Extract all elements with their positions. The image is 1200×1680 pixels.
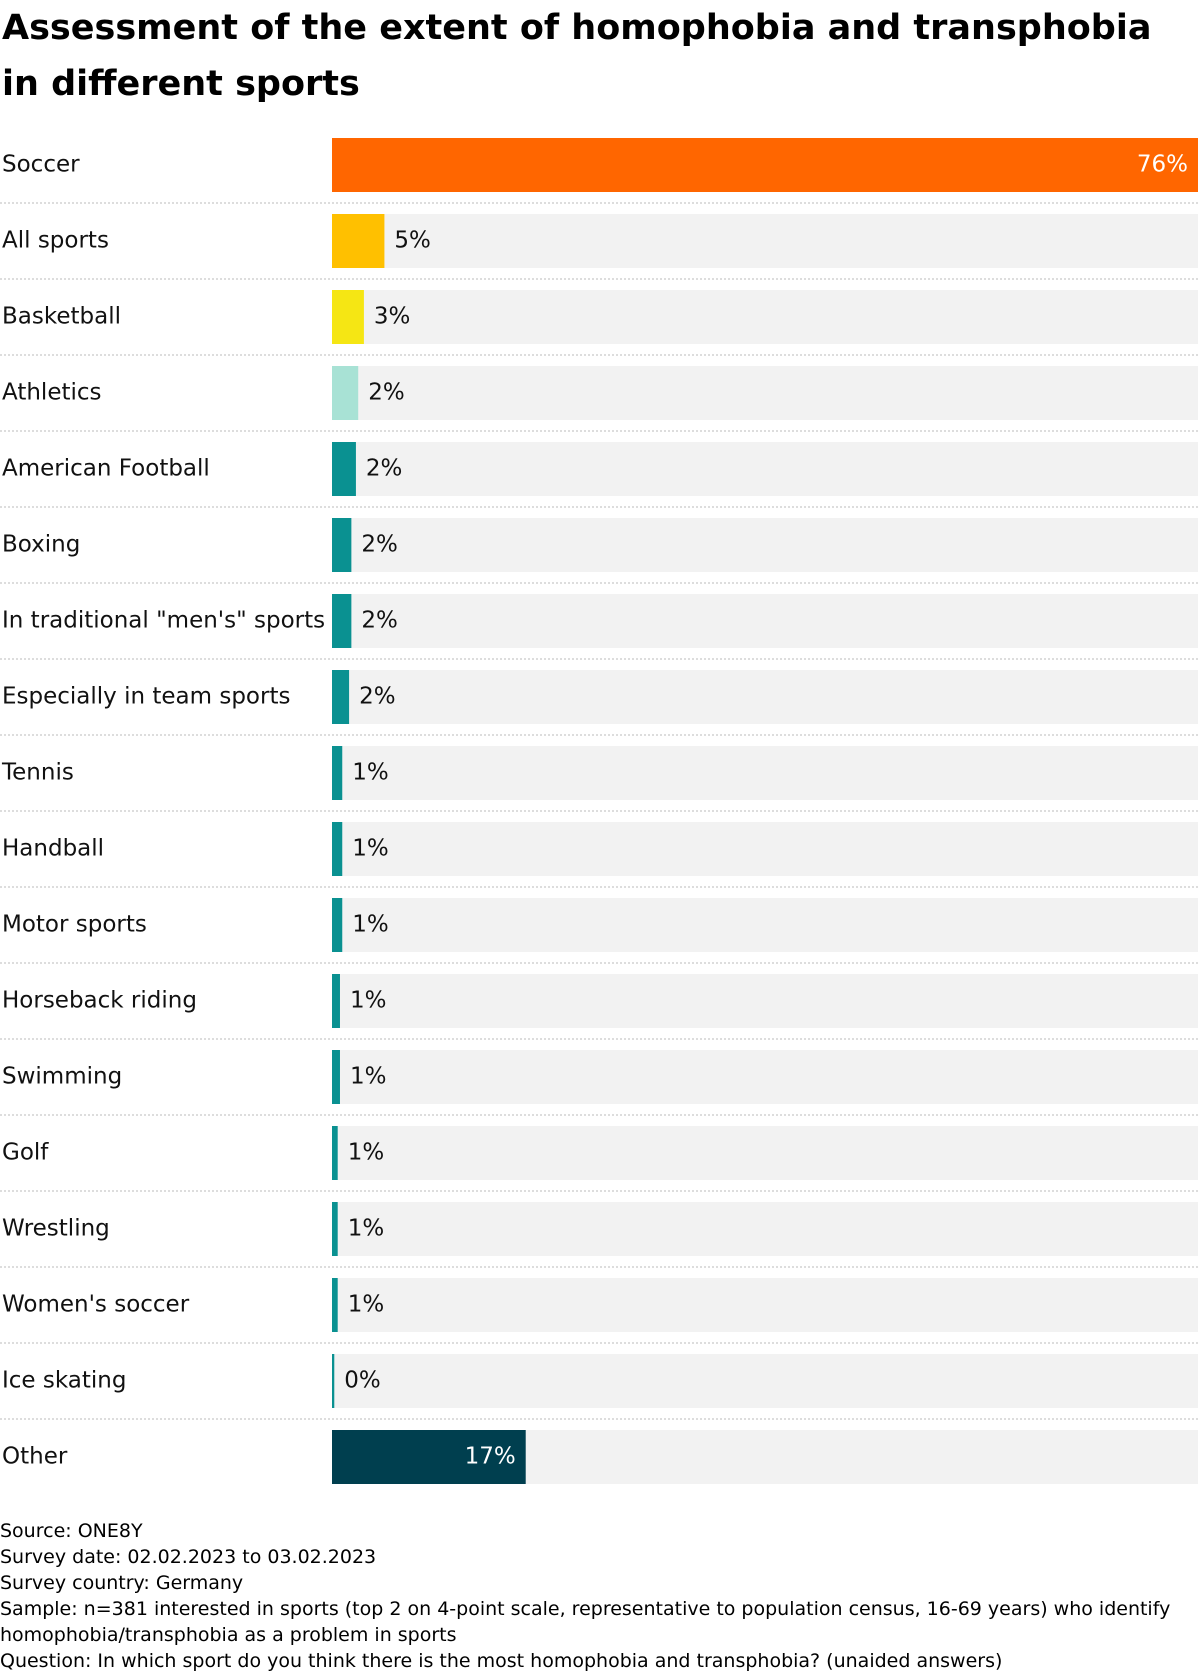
value-label: 1%	[352, 760, 389, 786]
category-label: Other	[2, 1444, 68, 1470]
value-label: 0%	[344, 1368, 381, 1394]
value-label: 17%	[465, 1444, 516, 1470]
bar	[332, 1430, 526, 1484]
note: Source: ONE8Y	[0, 1520, 143, 1542]
category-label: Horseback riding	[2, 988, 197, 1014]
category-label: Soccer	[2, 152, 80, 178]
bar-track	[332, 290, 1198, 344]
bar-track	[332, 366, 1198, 420]
value-label: 3%	[374, 304, 411, 330]
value-label: 2%	[361, 608, 398, 634]
category-label: Ice skating	[2, 1368, 126, 1394]
category-label: Women's soccer	[2, 1292, 190, 1318]
bar	[332, 898, 343, 952]
category-label: American Football	[2, 456, 210, 482]
category-label: Motor sports	[2, 912, 147, 938]
bar-track	[332, 594, 1198, 648]
value-label: 76%	[1137, 152, 1188, 178]
bar-track	[332, 1126, 1198, 1180]
value-label: 1%	[350, 988, 387, 1014]
category-label: All sports	[2, 228, 109, 254]
note: Survey date: 02.02.2023 to 03.02.2023	[0, 1546, 377, 1568]
chart-title: Assessment of the extent of homophobia a…	[2, 8, 1152, 104]
bar	[332, 1278, 338, 1332]
bar	[332, 746, 343, 800]
bar-track	[332, 974, 1198, 1028]
bar	[332, 1202, 338, 1256]
value-label: 1%	[350, 1064, 387, 1090]
bar-track	[332, 1278, 1198, 1332]
note: Survey country: Germany	[0, 1572, 244, 1594]
value-label: 1%	[348, 1292, 385, 1318]
value-label: 2%	[359, 684, 396, 710]
category-label: Wrestling	[2, 1216, 110, 1242]
bar	[332, 974, 340, 1028]
note: Sample: n=381 interested in sports (top …	[0, 1598, 1171, 1646]
bar-track	[332, 746, 1198, 800]
bar-track	[332, 822, 1198, 876]
bar-track	[332, 1050, 1198, 1104]
bar	[332, 670, 350, 724]
category-label: In traditional "men's" sports	[2, 608, 325, 634]
value-label: 1%	[348, 1216, 385, 1242]
bar-track	[332, 1202, 1198, 1256]
bar-track	[332, 442, 1198, 496]
bar	[332, 594, 352, 648]
value-label: 2%	[366, 456, 403, 482]
bar	[332, 138, 1198, 192]
note: Question: In which sport do you think th…	[0, 1650, 1003, 1672]
category-label: Basketball	[2, 304, 121, 330]
category-label: Boxing	[2, 532, 80, 558]
bar	[332, 442, 356, 496]
category-label: Handball	[2, 836, 104, 862]
bar-track	[332, 518, 1198, 572]
bar-track	[332, 214, 1198, 268]
value-label: 2%	[368, 380, 405, 406]
bar-track	[332, 1354, 1198, 1408]
value-label: 1%	[352, 836, 389, 862]
bar-track	[332, 898, 1198, 952]
value-label: 5%	[394, 228, 431, 254]
bar	[332, 366, 359, 420]
category-label: Swimming	[2, 1064, 122, 1090]
bar	[332, 1050, 340, 1104]
value-label: 1%	[348, 1140, 385, 1166]
category-label: Athletics	[2, 380, 102, 406]
value-label: 2%	[361, 532, 398, 558]
bar	[332, 518, 352, 572]
bar	[332, 290, 364, 344]
category-label: Tennis	[1, 760, 74, 786]
value-label: 1%	[352, 912, 389, 938]
category-label: Especially in team sports	[2, 684, 290, 710]
bar	[332, 1126, 338, 1180]
category-label: Golf	[2, 1140, 49, 1166]
chart: Soccer 76% All sports 5% Basketball 3% Athleti…	[0, 138, 1198, 1484]
bar	[332, 214, 385, 268]
bar	[332, 1354, 335, 1408]
bar-track	[332, 670, 1198, 724]
notes: Source: ONE8Y Survey date: 02.02.2023 to …	[0, 1518, 1195, 1674]
bar	[332, 822, 343, 876]
